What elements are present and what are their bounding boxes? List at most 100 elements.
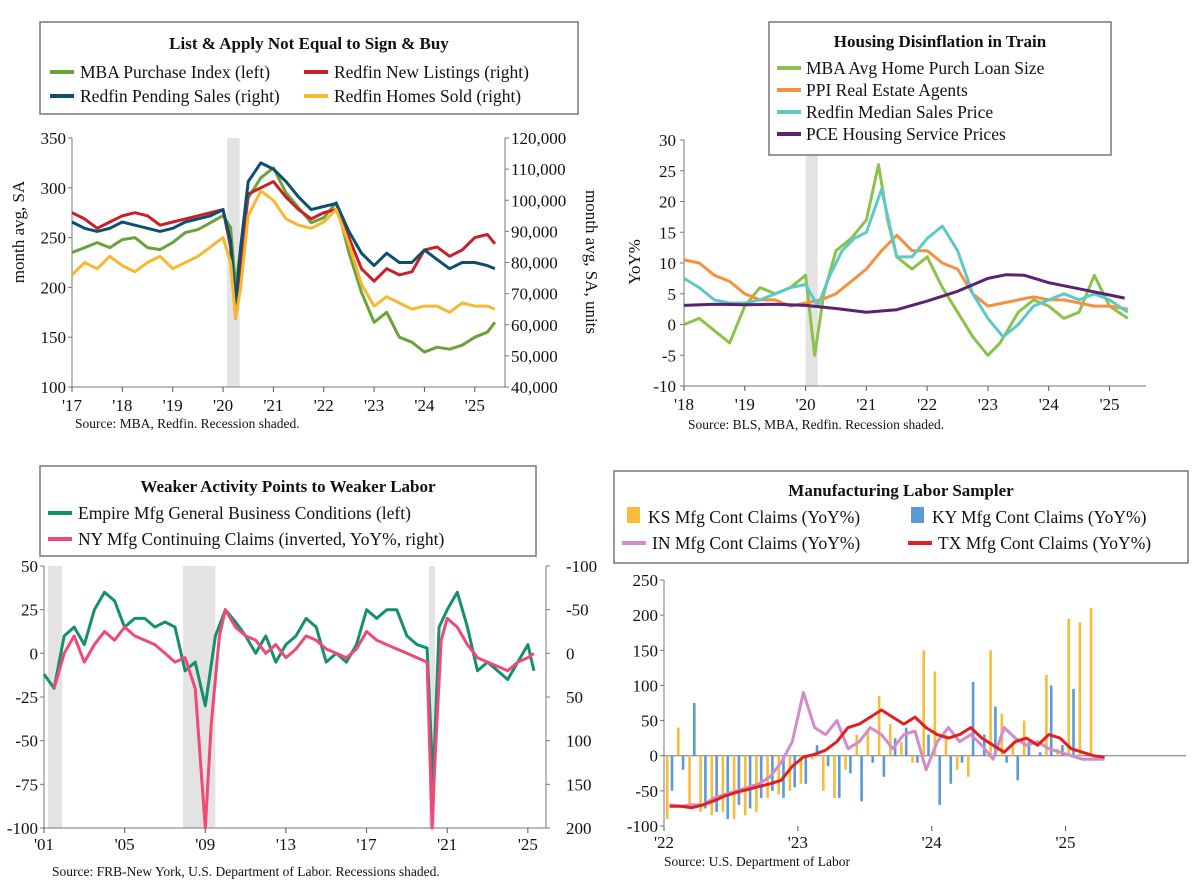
bar: [849, 755, 852, 774]
bar: [949, 755, 953, 784]
bar: [971, 681, 975, 756]
bar: [1027, 741, 1031, 756]
legend-entry: KS Mfg Cont Claims (YoY%): [648, 507, 860, 527]
bar: [877, 696, 881, 756]
y-tick-label: 250: [633, 571, 659, 590]
y-tick-label-left: 0: [30, 644, 39, 663]
x-tick-label: '01: [34, 835, 54, 854]
y-tick-label: 0: [650, 747, 659, 766]
legend-box: [39, 21, 579, 115]
x-tick-label: '19: [163, 396, 183, 415]
bar: [1045, 674, 1048, 756]
x-tick-label: '19: [735, 395, 755, 414]
y-tick-label-right: 120,000: [511, 129, 566, 148]
x-tick-label: '22: [654, 833, 674, 852]
bar: [955, 755, 959, 770]
x-tick-label: '25: [465, 396, 485, 415]
bar: [744, 755, 747, 816]
y-tick-label: -50: [635, 782, 658, 801]
bar: [681, 755, 685, 770]
y-tick-label: 20: [659, 193, 676, 212]
bar: [882, 755, 886, 777]
y-tick-label: -10: [653, 377, 676, 396]
x-tick-label: '20: [796, 395, 816, 414]
bar: [1089, 608, 1093, 756]
y-tick-label-right: 70,000: [511, 285, 558, 304]
recession-band: [183, 566, 216, 828]
y-tick-label-right: 110,000: [511, 160, 566, 179]
y-tick-label: 200: [633, 606, 659, 625]
y-tick-label: 100: [633, 676, 659, 695]
x-tick-label: '24: [1039, 395, 1060, 414]
recession-band: [805, 140, 818, 386]
legend-entry: Redfin Pending Sales (right): [80, 86, 280, 106]
bar: [989, 650, 992, 756]
bar: [860, 755, 863, 802]
bar: [1016, 755, 1019, 781]
series-line: [52, 608, 535, 830]
bar: [810, 755, 814, 760]
bar: [1049, 685, 1053, 756]
bar: [715, 755, 718, 812]
series-line: [669, 691, 1105, 808]
source-note: Source: U.S. Department of Labor: [664, 854, 850, 869]
legend-box: [39, 465, 537, 557]
series-line: [683, 273, 1125, 314]
chart-title: Manufacturing Labor Sampler: [788, 481, 1014, 500]
bar: [1038, 752, 1042, 756]
bar: [904, 727, 908, 756]
x-tick-label: '21: [856, 395, 876, 414]
y-tick-label-left: -25: [15, 688, 38, 707]
legend-swatch: [911, 507, 924, 523]
y-axis-label: YoY%: [625, 239, 644, 285]
y-tick-label-left: 100: [41, 378, 67, 397]
bar: [710, 755, 714, 816]
chart-title: Weaker Activity Points to Weaker Labor: [140, 477, 436, 496]
series-line: [70, 189, 496, 320]
bar: [759, 755, 763, 798]
panel-weaker-activity: Source: FRB-New York, U.S. Department of…: [7, 465, 597, 879]
y-tick-label: 25: [659, 162, 676, 181]
legend-entry: Empire Mfg General Business Conditions (…: [78, 503, 411, 523]
y-tick-label-left: -100: [7, 819, 38, 838]
x-tick-label: '22: [917, 395, 937, 414]
bar: [866, 731, 870, 756]
bar: [737, 755, 741, 805]
x-tick-label: '25: [518, 835, 538, 854]
y-tick-label: 150: [633, 641, 659, 660]
bar: [1005, 755, 1008, 763]
bar: [822, 755, 825, 791]
bar: [704, 755, 707, 809]
y-tick-label-left: 150: [41, 328, 67, 347]
bar: [960, 755, 964, 763]
y-tick-label-left: 200: [41, 278, 67, 297]
panel-housing-disinflation: YoY% Source: BLS, MBA, Redfin. Recession…: [625, 21, 1146, 432]
y-axis-label-right: month avg, SA, units: [582, 190, 601, 334]
bar: [838, 755, 841, 798]
x-tick-label: '23: [788, 833, 808, 852]
bar: [938, 755, 941, 805]
y-tick-label-right: 50,000: [511, 347, 558, 366]
bar: [777, 755, 780, 795]
series-line: [683, 163, 1129, 357]
x-tick-label: '24: [414, 396, 435, 415]
legend-entry: PCE Housing Service Prices: [806, 124, 1006, 144]
legend-entry: TX Mfg Cont Claims (YoY%): [938, 533, 1151, 553]
bar: [900, 741, 903, 756]
bar: [889, 724, 892, 756]
y-tick-label-left: 250: [41, 229, 67, 248]
legend-entry: MBA Avg Home Purch Loan Size: [806, 58, 1045, 78]
bar: [871, 755, 874, 763]
recession-band: [48, 566, 63, 828]
x-tick-label: '18: [112, 396, 132, 415]
y-tick-label: 50: [641, 712, 658, 731]
bar: [677, 727, 680, 756]
bar: [855, 734, 859, 756]
legend-swatch: [627, 507, 640, 523]
legend-entry: KY Mfg Cont Claims (YoY%): [932, 507, 1147, 527]
bar: [994, 706, 997, 756]
x-tick-label: '25: [1055, 833, 1075, 852]
y-tick-label-left: 300: [41, 179, 67, 198]
chart-title: List & Apply Not Equal to Sign & Buy: [169, 34, 449, 53]
x-tick-label: '17: [357, 835, 378, 854]
